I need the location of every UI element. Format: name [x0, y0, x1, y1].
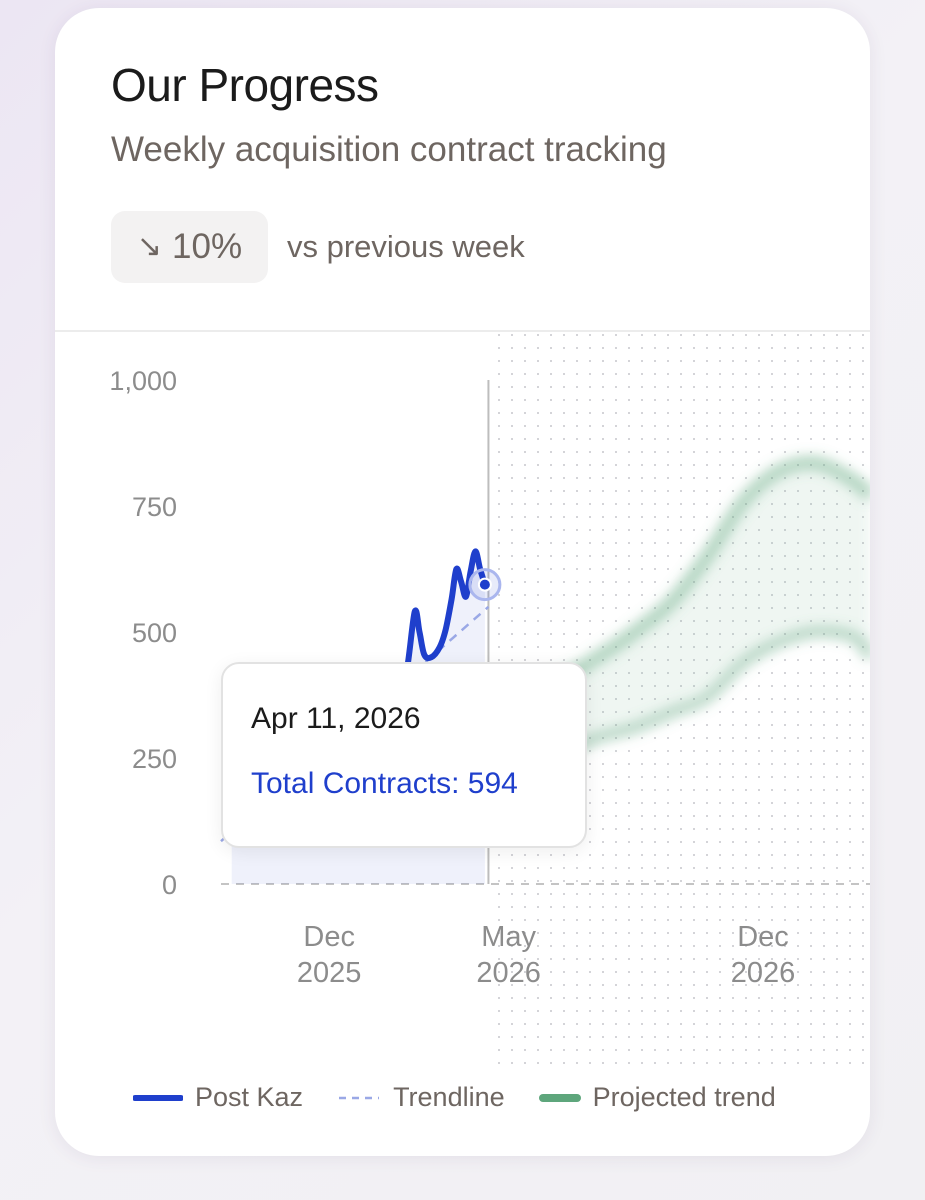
tooltip-date: Apr 11, 2026 — [251, 702, 421, 735]
chart-tooltip: Apr 11, 2026 Total Contracts: 594 — [221, 662, 587, 848]
x-tick-year: 2026 — [731, 957, 796, 989]
y-tick-label: 0 — [162, 870, 177, 900]
y-tick-label: 500 — [132, 618, 177, 648]
y-axis: 0 250 500 750 1,000 — [109, 366, 177, 900]
y-tick-label: 750 — [132, 492, 177, 522]
x-axis: Dec 2025 May 2026 Dec 2026 — [297, 921, 795, 989]
x-tick-year: 2025 — [297, 957, 362, 989]
change-value: 10% — [172, 227, 243, 266]
legend-label-projected: Projected trend — [592, 1082, 776, 1112]
y-tick-label: 250 — [132, 744, 177, 774]
arrow-down-right-icon: ↘ — [136, 230, 163, 263]
legend-label-trendline: Trendline — [393, 1082, 505, 1112]
change-comparison-label: vs previous week — [287, 229, 525, 264]
legend-item-trendline[interactable]: Trendline — [337, 1082, 505, 1113]
x-tick-month: Dec — [303, 921, 355, 953]
change-badge: ↘ 10% — [111, 211, 268, 283]
progress-chart: 0 250 500 750 1,000 Dec 2025 May 2026 Dec 2026 — [109, 332, 870, 1072]
legend-band-icon — [538, 1093, 581, 1102]
card-title: Our Progress — [111, 59, 379, 111]
x-tick-month: May — [481, 921, 536, 953]
legend-solid-line-icon — [133, 1094, 183, 1101]
tooltip-value: Total Contracts: 594 — [251, 767, 518, 800]
legend-dashed-line-icon — [339, 1096, 380, 1099]
progress-card: Our Progress Weekly acquisition contract… — [55, 8, 870, 1156]
legend-label-actual: Post Kaz — [195, 1082, 304, 1112]
header-divider — [55, 330, 870, 332]
legend-item-projected[interactable]: Projected trend — [538, 1082, 776, 1113]
chart-legend: Post Kaz Trendline Projected trend — [133, 1082, 810, 1113]
card-subtitle: Weekly acquisition contract tracking — [111, 130, 667, 169]
x-tick-year: 2026 — [476, 957, 541, 989]
y-tick-label: 1,000 — [109, 366, 177, 396]
highlight-point — [477, 577, 492, 592]
legend-item-actual[interactable]: Post Kaz — [133, 1082, 303, 1113]
x-tick-month: Dec — [737, 921, 789, 953]
